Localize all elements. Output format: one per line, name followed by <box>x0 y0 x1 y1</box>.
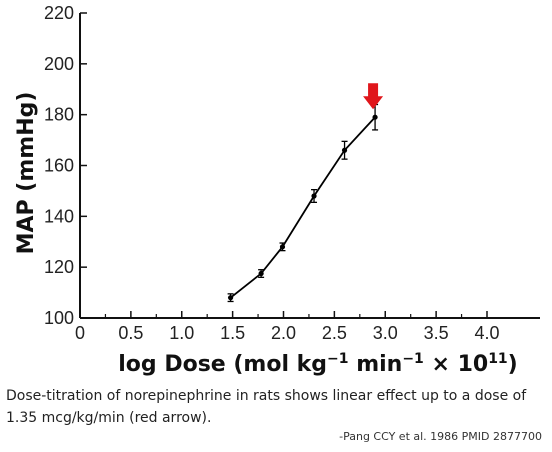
x-axis-title-part: log Dose (mol kg <box>118 352 327 377</box>
y-tick-label: 160 <box>44 156 74 176</box>
chart-ticks: 100 120 140 160 180 200 220 0 0.5 1.0 1.5 2.0 2.5 3.0… <box>44 3 500 343</box>
chart: 100 120 140 160 180 200 220 0 0.5 1.0 1.5 2.0 2.5 3.0… <box>14 3 540 377</box>
y-tick-label: 200 <box>44 54 74 74</box>
x-tick-label: 4.0 <box>474 323 499 343</box>
data-point <box>258 270 264 277</box>
y-tick-label: 120 <box>44 257 74 277</box>
y-tick-label: 180 <box>44 105 74 125</box>
data-point <box>341 147 348 153</box>
data-point <box>227 295 234 301</box>
x-axis-title-part: × 10 <box>424 352 488 377</box>
x-tick-label: 0 <box>75 323 85 343</box>
data-point <box>372 114 378 120</box>
x-tick-label: 1.0 <box>169 323 194 343</box>
x-axis-title-sup: −1 <box>327 351 348 367</box>
x-tick-label: 2.5 <box>322 323 347 343</box>
x-axis-title-sup: 11 <box>488 351 507 367</box>
chart-series <box>227 103 379 303</box>
figure-caption: Dose-titration of norepinephrine in rats… <box>6 388 527 426</box>
x-tick-label: 2.0 <box>271 323 296 343</box>
x-tick-label: 3.5 <box>424 323 449 343</box>
x-tick-label: 0.5 <box>118 323 143 343</box>
y-tick-label: 140 <box>44 206 74 226</box>
x-axis-title-sup: −1 <box>402 351 423 367</box>
data-point <box>311 193 317 199</box>
x-tick-label: 3.0 <box>373 323 398 343</box>
x-axis-title-part: min <box>349 352 403 377</box>
x-tick-label: 1.5 <box>220 323 245 343</box>
y-tick-label: 220 <box>44 3 74 23</box>
red-arrow-icon <box>363 83 384 110</box>
x-axis-title: log Dose (mol kg−1 min−1 × 1011) <box>118 351 517 377</box>
chart-annotations <box>363 83 384 110</box>
y-tick-label: 100 <box>44 308 74 328</box>
citation: -Pang CCY et al. 1986 PMID 2877700 <box>339 430 542 443</box>
chart-axes <box>79 13 540 319</box>
y-axis-title: MAP (mmHg) <box>14 92 39 255</box>
series-line <box>230 116 376 299</box>
x-axis-title-part: ) <box>508 352 518 377</box>
data-point <box>279 244 286 250</box>
